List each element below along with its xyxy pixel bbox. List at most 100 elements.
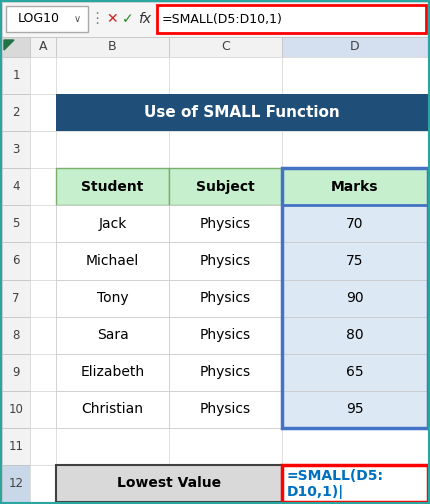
Bar: [56, 280, 169, 317]
Bar: [157, 5, 426, 33]
Text: Subject: Subject: [196, 180, 255, 194]
Text: 12: 12: [9, 477, 24, 490]
Bar: [282, 131, 428, 168]
Bar: [282, 465, 428, 502]
Bar: [282, 391, 428, 428]
Bar: [282, 37, 428, 57]
Text: Michael: Michael: [86, 254, 139, 268]
Bar: [169, 354, 282, 391]
Bar: [282, 428, 428, 465]
Bar: [169, 317, 282, 354]
Bar: [169, 317, 282, 354]
Bar: [282, 168, 428, 205]
Bar: [282, 354, 428, 391]
Bar: [169, 280, 282, 317]
Bar: [2, 131, 30, 168]
Text: fx: fx: [138, 12, 151, 26]
Bar: [169, 354, 282, 391]
Bar: [282, 317, 428, 354]
Text: Physics: Physics: [200, 291, 251, 305]
Bar: [30, 205, 56, 242]
Bar: [30, 428, 56, 465]
Bar: [282, 205, 428, 242]
Text: Use of SMALL Function: Use of SMALL Function: [144, 105, 340, 120]
Text: 2: 2: [12, 106, 20, 119]
Bar: [2, 354, 30, 391]
Text: ∨: ∨: [74, 14, 80, 24]
Text: 90: 90: [346, 291, 364, 305]
Bar: [56, 280, 169, 317]
Bar: [169, 465, 282, 502]
Bar: [56, 205, 169, 242]
Text: 95: 95: [346, 402, 364, 416]
Bar: [282, 168, 428, 205]
Bar: [2, 168, 30, 205]
Bar: [169, 391, 282, 428]
Text: D: D: [350, 40, 360, 53]
Bar: [282, 391, 428, 428]
Text: 8: 8: [12, 329, 20, 342]
Text: A: A: [39, 40, 47, 53]
Text: ✕: ✕: [106, 12, 118, 26]
Bar: [56, 317, 169, 354]
Bar: [169, 57, 282, 94]
Bar: [2, 465, 30, 502]
Bar: [282, 280, 428, 317]
Text: Physics: Physics: [200, 328, 251, 342]
Bar: [56, 94, 428, 131]
Text: Physics: Physics: [200, 402, 251, 416]
Bar: [2, 391, 30, 428]
Bar: [56, 57, 169, 94]
Bar: [282, 242, 428, 280]
Bar: [56, 354, 169, 391]
Bar: [2, 2, 428, 37]
Bar: [56, 205, 169, 242]
Text: 7: 7: [12, 291, 20, 304]
Text: Tony: Tony: [97, 291, 128, 305]
Polygon shape: [4, 40, 14, 50]
Bar: [169, 205, 282, 242]
Bar: [56, 37, 169, 57]
Bar: [282, 354, 428, 391]
Text: Physics: Physics: [200, 217, 251, 231]
Text: =SMALL(D5:: =SMALL(D5:: [287, 469, 384, 483]
Bar: [30, 94, 56, 131]
Bar: [56, 94, 169, 131]
Text: C: C: [221, 40, 230, 53]
Bar: [56, 168, 169, 205]
Bar: [56, 131, 169, 168]
Bar: [2, 57, 30, 94]
Bar: [169, 168, 282, 205]
Text: Jack: Jack: [98, 217, 127, 231]
Bar: [30, 131, 56, 168]
Text: Marks: Marks: [331, 180, 379, 194]
Bar: [30, 391, 56, 428]
Bar: [30, 317, 56, 354]
Bar: [2, 94, 30, 131]
Bar: [169, 391, 282, 428]
Bar: [169, 131, 282, 168]
Text: ⋮: ⋮: [89, 12, 104, 27]
Text: 1: 1: [12, 69, 20, 82]
Text: Physics: Physics: [200, 254, 251, 268]
Bar: [2, 205, 30, 242]
Text: 75: 75: [346, 254, 364, 268]
Bar: [30, 280, 56, 317]
Bar: [56, 354, 169, 391]
Bar: [169, 37, 282, 57]
Bar: [282, 242, 428, 280]
Bar: [169, 242, 282, 280]
Text: 11: 11: [9, 440, 24, 453]
Text: Lowest Value: Lowest Value: [117, 476, 221, 490]
Bar: [56, 242, 169, 280]
Text: Christian: Christian: [82, 402, 144, 416]
Text: 5: 5: [12, 217, 20, 230]
Bar: [282, 168, 428, 428]
Text: 80: 80: [346, 328, 364, 342]
Bar: [282, 465, 428, 502]
Bar: [56, 391, 169, 428]
Bar: [2, 317, 30, 354]
Text: 9: 9: [12, 366, 20, 379]
Bar: [56, 391, 169, 428]
Bar: [56, 465, 282, 502]
